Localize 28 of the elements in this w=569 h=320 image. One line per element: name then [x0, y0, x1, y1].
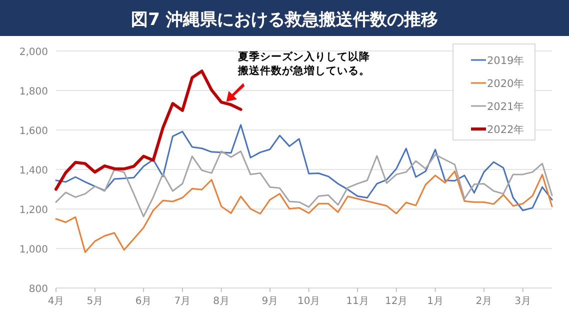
x-tick-label: 8月: [213, 296, 230, 307]
legend-label: 2019年: [487, 55, 525, 67]
line-series: [55, 124, 553, 212]
x-tick-label: 4月: [48, 296, 64, 307]
x-tick-label: 5月: [86, 296, 104, 307]
x-tick-label: 12月: [385, 296, 408, 307]
legend-label: 2021年: [487, 101, 525, 113]
x-tick-label: 11月: [346, 296, 369, 307]
x-tick-label: 1月: [427, 296, 444, 307]
y-tick-label: 1,400: [19, 166, 48, 176]
x-tick-label: 9月: [262, 296, 278, 307]
line-series: [55, 170, 553, 253]
y-tick-label: 1,800: [19, 86, 48, 98]
x-tick-label: 3月: [514, 296, 532, 307]
x-tick-label: 2月: [476, 296, 492, 307]
y-tick-label: 1,200: [19, 205, 48, 216]
x-tick-label: 7月: [174, 296, 191, 307]
x-tick-label: 6月: [135, 296, 152, 307]
annotation: 夏季シーズン入りして以降搬送件数が急増している。: [237, 50, 371, 77]
y-tick-label: 800: [28, 284, 48, 295]
x-tick-label: 10月: [297, 296, 320, 307]
legend-label: 2022年: [487, 124, 525, 136]
line-series: [55, 150, 553, 218]
chart-title: 図7 沖縄県における救急搬送件数の推移: [131, 10, 438, 30]
y-tick-label: 1,600: [19, 126, 48, 137]
y-tick-label: 1,000: [19, 244, 48, 256]
legend-label: 2020年: [487, 78, 525, 90]
y-tick-label: 2,000: [19, 47, 48, 58]
